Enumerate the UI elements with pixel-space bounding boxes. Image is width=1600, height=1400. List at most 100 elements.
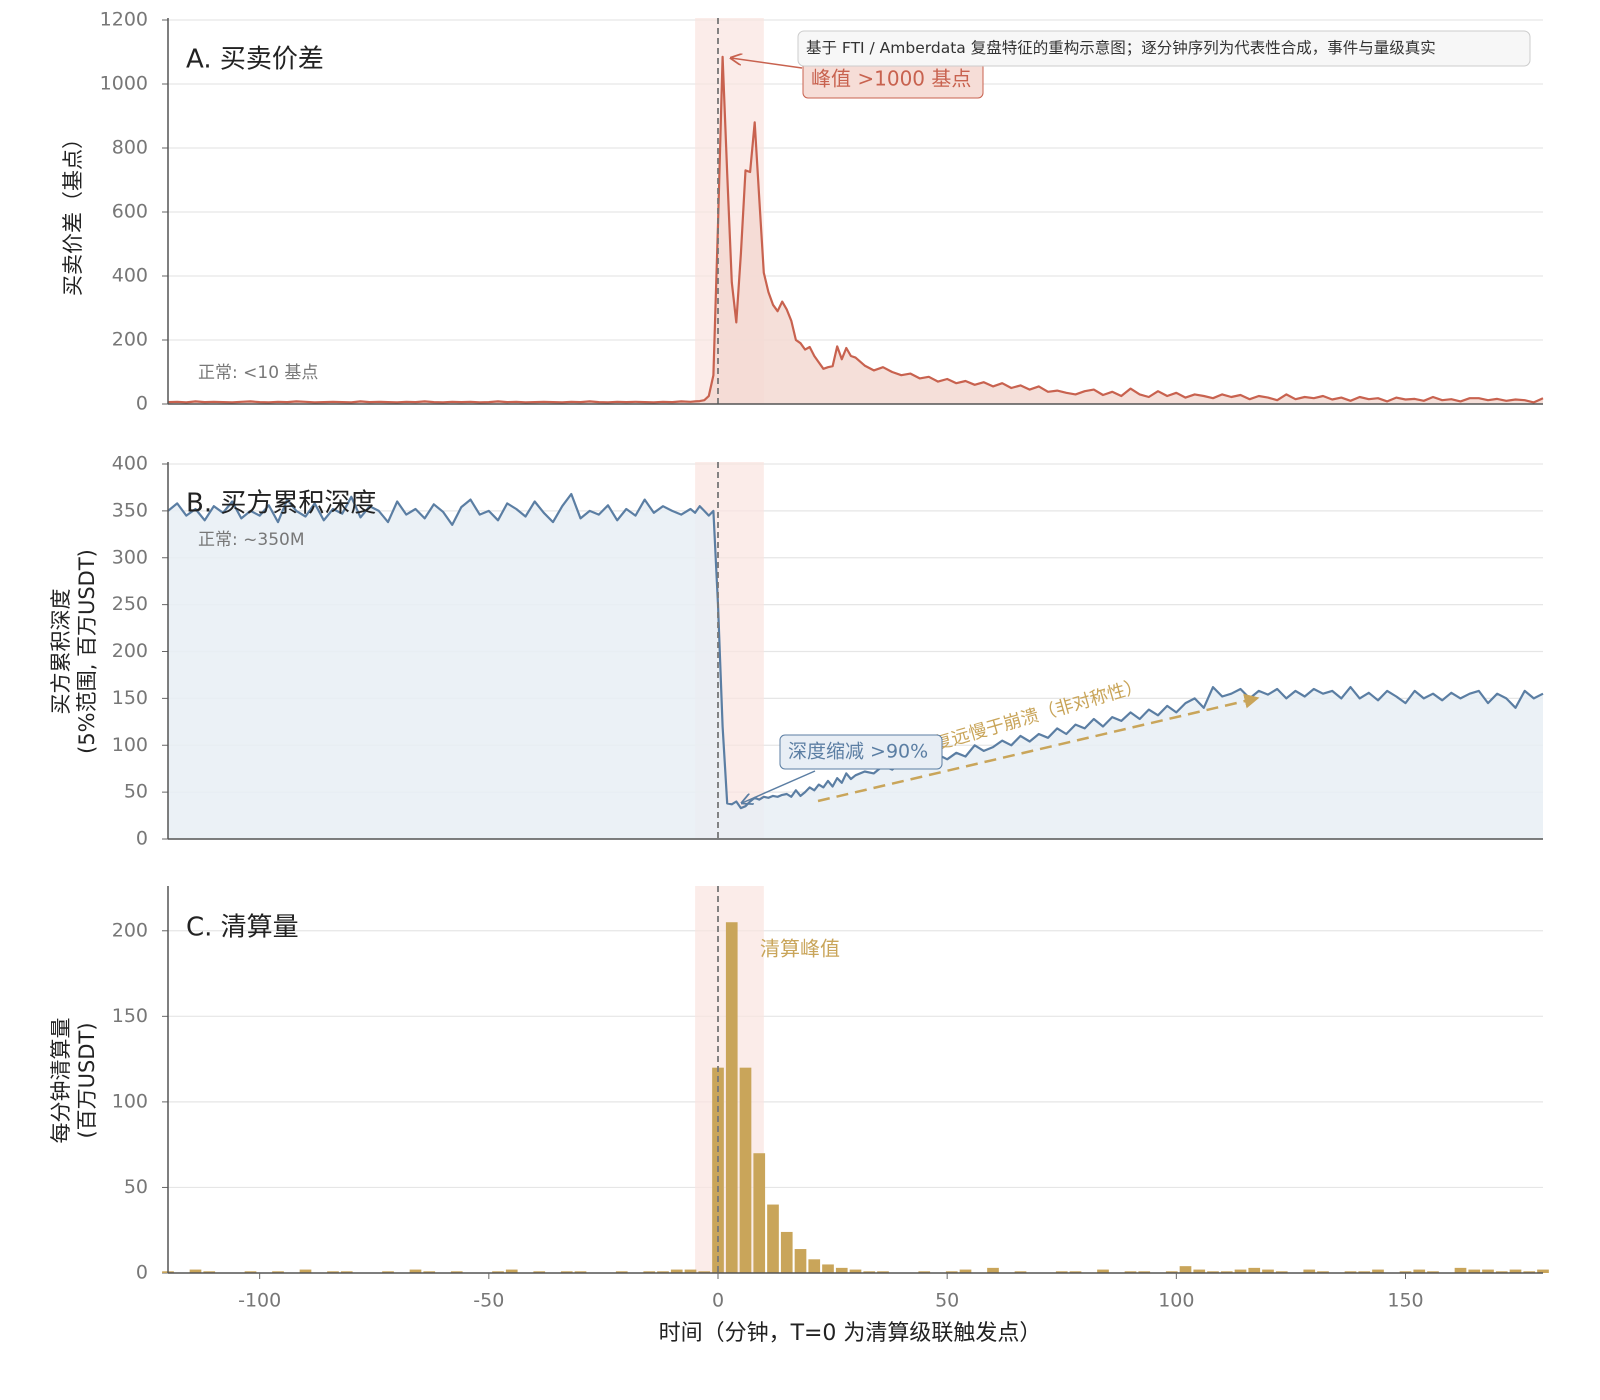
bar xyxy=(780,1231,793,1273)
bar xyxy=(244,1271,257,1273)
bar xyxy=(945,1271,958,1273)
bar xyxy=(450,1271,463,1273)
bar xyxy=(835,1267,848,1273)
bar xyxy=(987,1267,999,1273)
bar xyxy=(1317,1271,1329,1273)
bar xyxy=(492,1271,504,1273)
bar xyxy=(1138,1271,1151,1273)
y-tick-label: 100 xyxy=(112,1090,148,1112)
y-axis-label: 买卖价差（基点） xyxy=(61,128,85,296)
bar xyxy=(1509,1269,1522,1273)
bar xyxy=(643,1271,656,1273)
y-tick-label: 0 xyxy=(136,828,148,850)
bar xyxy=(698,1271,711,1273)
line xyxy=(167,492,1544,810)
y-tick-label: 50 xyxy=(124,781,148,803)
bar xyxy=(1399,1271,1412,1273)
bar xyxy=(1358,1271,1371,1273)
y-tick-label: 400 xyxy=(112,453,148,475)
panel-title: C. 清算量 xyxy=(186,913,299,943)
bar xyxy=(327,1271,339,1273)
y-tick-label: 1200 xyxy=(100,9,148,31)
bar xyxy=(615,1271,628,1273)
normal-note: 正常: <10 基点 xyxy=(198,363,318,383)
y-axis-label: 每分钟清算量 xyxy=(49,1018,73,1144)
bar xyxy=(574,1271,587,1273)
drop-label: 深度缩减 >90% xyxy=(788,741,928,763)
bar xyxy=(1454,1267,1467,1273)
bar xyxy=(918,1271,931,1273)
y-tick-label: 200 xyxy=(112,329,148,351)
y-tick-label: 400 xyxy=(112,265,148,287)
panel-title: B. 买方累积深度 xyxy=(186,489,376,519)
y-tick-label: 150 xyxy=(112,1005,148,1027)
bar xyxy=(1069,1271,1082,1273)
bar xyxy=(409,1269,422,1273)
x-tick-label: 100 xyxy=(1158,1290,1194,1312)
bar xyxy=(1165,1271,1178,1273)
bar xyxy=(340,1271,353,1273)
y-tick-label: 50 xyxy=(124,1176,148,1198)
bar xyxy=(1207,1271,1219,1273)
normal-note: 正常: ~350M xyxy=(198,530,305,550)
bar xyxy=(849,1269,862,1273)
source-note: 基于 FTI / Amberdata 复盘特征的重构示意图；逐分钟序列为代表性合… xyxy=(806,38,1436,57)
area xyxy=(168,56,1543,405)
bar xyxy=(1303,1269,1316,1273)
bar xyxy=(739,1067,752,1273)
bar xyxy=(684,1269,697,1273)
bar xyxy=(1427,1271,1439,1273)
peak-label: 清算峰值 xyxy=(760,937,840,961)
bar xyxy=(382,1271,394,1273)
bar xyxy=(657,1271,669,1273)
y-axis-label: (百万USDT) xyxy=(75,1022,99,1138)
bar xyxy=(533,1271,546,1273)
bar xyxy=(505,1269,518,1273)
bar xyxy=(822,1264,834,1273)
y-tick-label: 800 xyxy=(112,137,148,159)
bar xyxy=(203,1271,216,1273)
bar xyxy=(1482,1269,1494,1273)
bar xyxy=(1124,1271,1137,1273)
bar xyxy=(1097,1269,1109,1273)
bar xyxy=(560,1271,573,1273)
bar xyxy=(767,1204,779,1273)
bar xyxy=(1248,1267,1261,1273)
bar xyxy=(299,1269,312,1273)
x-axis-label: 时间（分钟，T=0 为清算级联触发点） xyxy=(659,1321,1042,1346)
bar xyxy=(1234,1269,1247,1273)
bar xyxy=(863,1271,876,1273)
y-axis-label: 买方累积深度 xyxy=(49,589,73,715)
y-tick-label: 0 xyxy=(136,393,148,415)
y-tick-label: 100 xyxy=(112,734,148,756)
y-tick-label: 600 xyxy=(112,201,148,223)
y-tick-label: 300 xyxy=(112,546,148,568)
bar xyxy=(272,1271,284,1273)
peak-label: 峰值 >1000 基点 xyxy=(811,67,971,91)
bar xyxy=(1413,1269,1426,1273)
bar xyxy=(725,922,738,1273)
peak-arrow xyxy=(731,58,803,69)
bar xyxy=(959,1269,972,1273)
bar xyxy=(1179,1266,1192,1273)
bar xyxy=(753,1153,766,1273)
bar xyxy=(794,1249,807,1273)
bar xyxy=(1523,1271,1536,1273)
drop-arrow xyxy=(742,770,816,803)
y-tick-label: 1000 xyxy=(100,73,148,95)
bar xyxy=(808,1259,821,1273)
x-tick-label: -50 xyxy=(473,1290,504,1312)
bar xyxy=(670,1269,683,1273)
bar xyxy=(1468,1269,1481,1273)
bar xyxy=(1262,1269,1274,1273)
bar xyxy=(423,1271,436,1273)
bar xyxy=(1344,1271,1357,1273)
bar xyxy=(1537,1269,1549,1273)
y-tick-label: 0 xyxy=(136,1262,148,1284)
y-tick-label: 150 xyxy=(112,687,148,709)
source-note-box xyxy=(797,30,1531,67)
area xyxy=(168,494,1543,839)
bar xyxy=(1193,1269,1206,1273)
bar xyxy=(1275,1271,1288,1273)
